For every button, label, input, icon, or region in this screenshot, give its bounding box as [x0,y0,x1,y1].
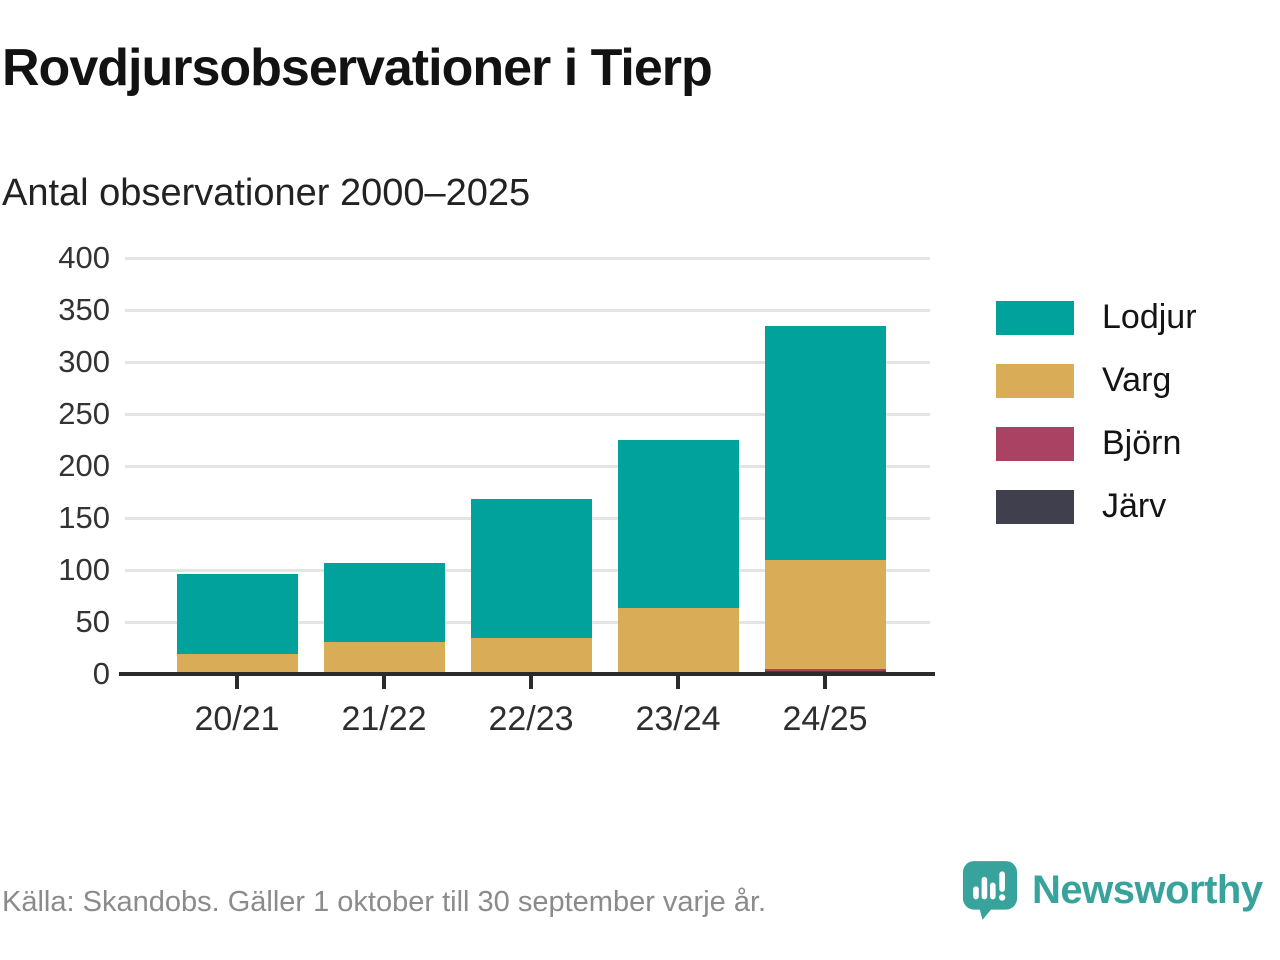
y-axis: 0 50 100 150 200 250 300 350 400 [0,240,110,691]
bar-20/21 [176,258,298,674]
gridline [125,309,930,312]
bar-segment-varg [617,608,739,672]
plot-area [125,257,930,674]
brand-logo: Newsworthy [962,860,1263,920]
x-tick-label: 24/25 [782,700,868,738]
bar-24/25 [764,258,886,674]
gridline [125,413,930,416]
bar-segment-varg [323,641,445,673]
chart-subtitle: Antal observationer 2000–2025 [2,172,531,214]
bar-segment-varg [176,654,298,674]
bar-segment-lodjur [176,574,298,655]
y-tick-label: 100 [58,552,110,587]
newsworthy-bubble-barchart-icon [962,861,1018,920]
bar-21/22 [323,258,445,674]
legend-row-björn: Björn [996,424,1197,463]
x-tick [823,676,827,689]
bar-segment-lodjur [470,499,592,638]
legend-swatch [996,300,1074,335]
brand-name: Newsworthy [1032,868,1263,912]
chart-title: Rovdjursobservationer i Tierp [2,39,713,97]
legend: Lodjur Varg Björn Järv [996,298,1197,550]
y-tick-label: 250 [58,396,110,431]
y-tick-label: 400 [58,240,110,275]
legend-label: Björn [1102,424,1182,462]
x-tick [529,676,533,689]
bar-segment-lodjur [617,440,739,609]
y-tick-label: 50 [75,604,110,639]
x-tick-label: 23/24 [635,700,721,738]
bar-22/23 [470,258,592,674]
y-tick-label: 150 [58,500,110,535]
bar-segment-björn [764,668,886,671]
legend-row-lodjur: Lodjur [996,298,1197,337]
gridline [125,257,930,260]
bar-segment-varg [470,637,592,672]
y-tick-label: 350 [58,292,110,327]
bar-segment-varg [764,559,886,669]
x-tick-label: 22/23 [488,700,574,738]
y-tick-label: 0 [92,656,110,691]
y-tick-label: 200 [58,448,110,483]
x-axis-line [119,672,935,676]
x-tick [235,676,239,689]
legend-swatch [996,426,1074,461]
bar-23/24 [617,258,739,674]
gridline [125,465,930,468]
gridline [125,361,930,364]
x-tick [676,676,680,689]
legend-label: Järv [1102,487,1167,525]
x-tick-label: 21/22 [341,700,427,738]
legend-row-järv: Järv [996,487,1197,526]
legend-label: Varg [1102,361,1172,399]
x-tick-label: 20/21 [194,700,280,738]
bar-segment-lodjur [764,325,886,560]
x-tick [382,676,386,689]
legend-label: Lodjur [1102,298,1197,336]
y-tick-label: 300 [58,344,110,379]
legend-row-varg: Varg [996,361,1197,400]
legend-swatch [996,489,1074,524]
source-note: Källa: Skandobs. Gäller 1 oktober till 3… [2,886,767,918]
legend-swatch [996,363,1074,398]
bar-segment-lodjur [323,562,445,642]
